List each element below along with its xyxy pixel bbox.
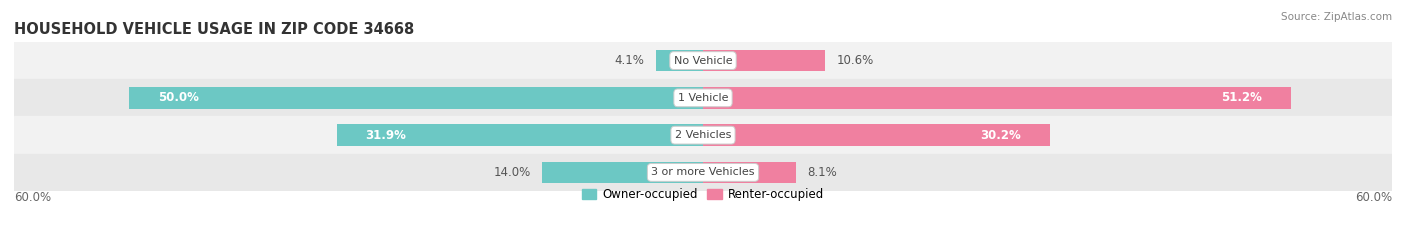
Text: 14.0%: 14.0%	[494, 166, 531, 179]
Text: 60.0%: 60.0%	[14, 191, 51, 204]
Text: 10.6%: 10.6%	[837, 54, 873, 67]
Bar	[703, 162, 796, 183]
Bar	[543, 162, 703, 183]
Text: 31.9%: 31.9%	[366, 129, 406, 142]
Bar	[14, 42, 1392, 79]
Text: Source: ZipAtlas.com: Source: ZipAtlas.com	[1281, 12, 1392, 22]
Text: 51.2%: 51.2%	[1222, 91, 1263, 104]
Text: No Vehicle: No Vehicle	[673, 56, 733, 65]
Bar	[657, 50, 703, 71]
Bar	[703, 87, 1291, 109]
Text: 60.0%: 60.0%	[1355, 191, 1392, 204]
Bar	[14, 154, 1392, 191]
Bar	[14, 79, 1392, 116]
Text: 2 Vehicles: 2 Vehicles	[675, 130, 731, 140]
Bar	[129, 87, 703, 109]
Bar	[336, 124, 703, 146]
Text: 50.0%: 50.0%	[157, 91, 198, 104]
Text: HOUSEHOLD VEHICLE USAGE IN ZIP CODE 34668: HOUSEHOLD VEHICLE USAGE IN ZIP CODE 3466…	[14, 22, 415, 37]
Text: 8.1%: 8.1%	[807, 166, 837, 179]
Text: 4.1%: 4.1%	[614, 54, 644, 67]
Bar	[703, 124, 1050, 146]
Text: 3 or more Vehicles: 3 or more Vehicles	[651, 168, 755, 177]
Text: 1 Vehicle: 1 Vehicle	[678, 93, 728, 103]
Text: 30.2%: 30.2%	[980, 129, 1021, 142]
Bar	[14, 116, 1392, 154]
Bar	[703, 50, 825, 71]
Legend: Owner-occupied, Renter-occupied: Owner-occupied, Renter-occupied	[579, 185, 827, 203]
